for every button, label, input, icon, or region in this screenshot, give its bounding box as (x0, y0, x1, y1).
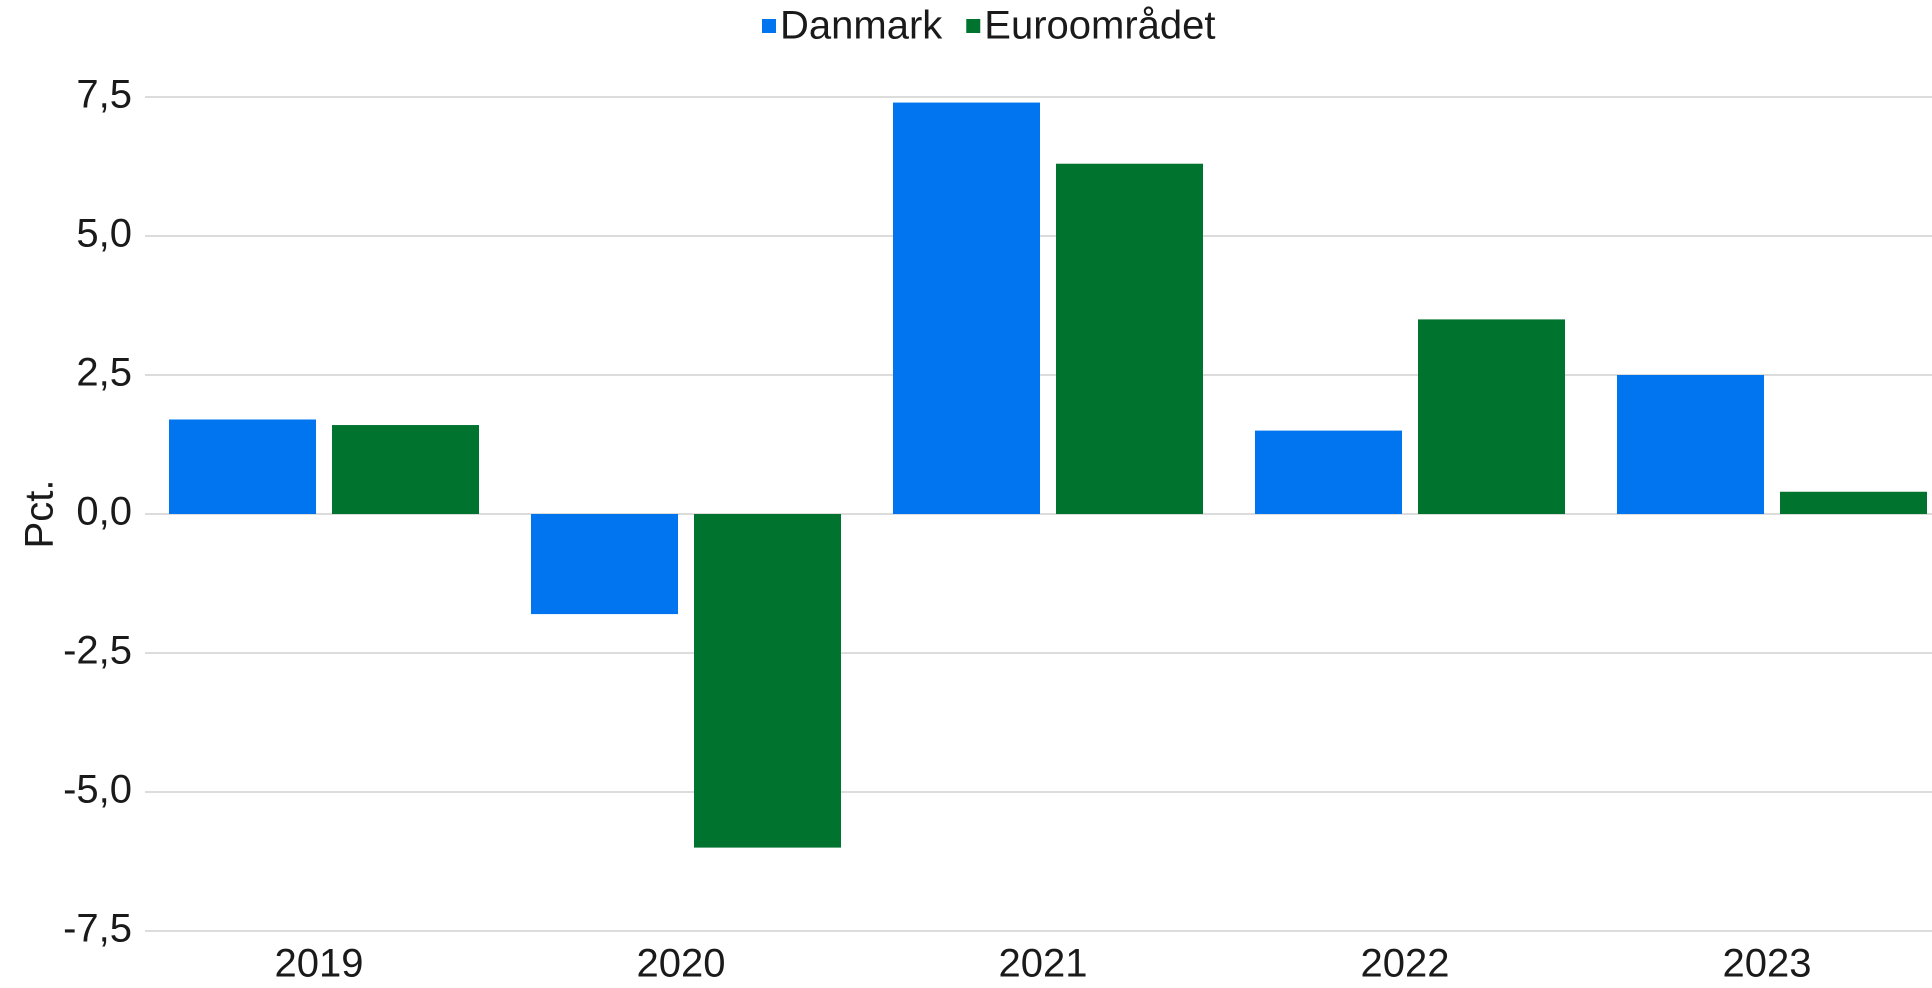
bar (169, 419, 316, 514)
y-tick-label: 0,0 (76, 490, 132, 534)
y-tick-label: -5,0 (63, 768, 132, 812)
bar (694, 514, 841, 848)
y-tick-label: -7,5 (63, 907, 132, 951)
legend-label: Euroområdet (984, 4, 1215, 48)
y-tick-label: -2,5 (63, 629, 132, 673)
legend-swatch (966, 19, 981, 33)
bar (893, 102, 1040, 514)
y-tick-label: 7,5 (76, 73, 132, 117)
y-tick-label: 2,5 (76, 351, 132, 395)
bar (531, 514, 678, 615)
x-tick-label: 2021 (999, 942, 1088, 986)
x-tick-label: 2020 (637, 942, 726, 986)
bar (1418, 319, 1565, 514)
x-tick-label: 2023 (1723, 942, 1812, 986)
bar (1617, 375, 1764, 514)
x-tick-label: 2019 (275, 942, 364, 986)
y-axis-label: Pct. (18, 480, 62, 549)
y-tick-label: 5,0 (76, 212, 132, 256)
x-tick-label: 2022 (1361, 942, 1450, 986)
bar (1255, 430, 1402, 514)
bar (1056, 163, 1203, 514)
bar (1780, 491, 1927, 514)
bar (332, 425, 479, 514)
legend-swatch (762, 19, 776, 33)
legend-label: Danmark (780, 4, 943, 48)
